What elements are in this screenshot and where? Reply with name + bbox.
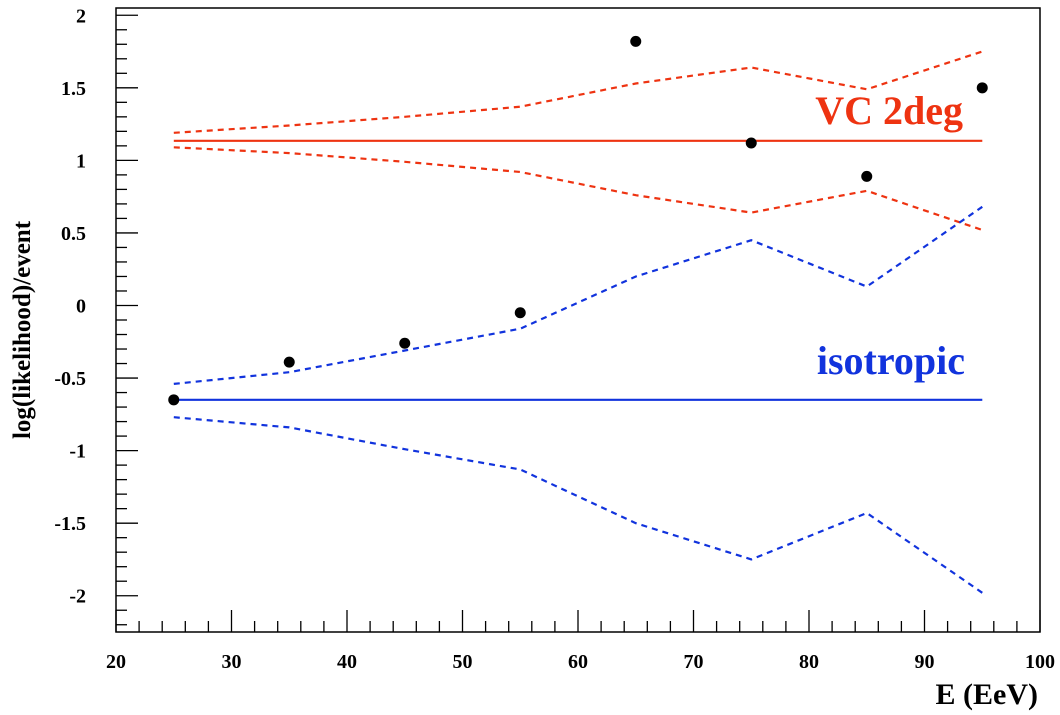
vc-2deg-label: VC 2deg	[815, 88, 963, 133]
data-point	[630, 35, 642, 47]
y-tick-label: -1	[69, 441, 86, 463]
data-point	[168, 394, 180, 406]
y-axis-ticks	[116, 14, 138, 626]
x-tick-label: 60	[568, 651, 588, 673]
x-axis-ticks	[115, 610, 1041, 632]
y-tick-label: 1.5	[61, 78, 86, 100]
data-point	[399, 337, 411, 349]
y-tick-label: 1	[76, 150, 86, 172]
isotropic-label: isotropic	[817, 338, 965, 383]
x-tick-label: 80	[799, 651, 819, 673]
series-layer	[173, 50, 983, 594]
y-tick-label: -2	[69, 586, 86, 608]
y-tick-label: -1.5	[54, 513, 86, 535]
x-axis-label: E (EeV)	[936, 678, 1038, 711]
x-tick-label: 100	[1025, 651, 1055, 673]
x-tick-label: 30	[222, 651, 242, 673]
x-axis-tick-labels: 20 30 40 50 60 70 80 90 100	[106, 651, 1055, 673]
y-axis-label: log(likelihood)/event	[9, 220, 36, 439]
y-tick-label: 2	[76, 5, 86, 27]
x-tick-label: 70	[684, 651, 704, 673]
vc-2deg-lower-band	[173, 146, 983, 232]
x-tick-label: 50	[453, 651, 473, 673]
data-points	[168, 35, 988, 406]
data-point	[745, 137, 757, 149]
x-tick-label: 20	[106, 651, 126, 673]
vc-2deg-upper-band	[173, 50, 983, 134]
y-tick-label: -0.5	[54, 368, 86, 390]
x-tick-label: 40	[337, 651, 357, 673]
data-point	[861, 170, 873, 182]
isotropic-upper-band	[173, 205, 983, 385]
y-tick-label: 0.5	[61, 223, 86, 245]
data-point	[976, 82, 988, 94]
data-point	[514, 307, 526, 319]
y-tick-label: 0	[76, 295, 86, 317]
isotropic-lower-band	[173, 416, 983, 594]
x-tick-label: 90	[915, 651, 935, 673]
data-point	[283, 356, 295, 368]
y-axis-tick-labels: -2 -1.5 -1 -0.5 0 0.5 1 1.5 2	[54, 5, 86, 607]
